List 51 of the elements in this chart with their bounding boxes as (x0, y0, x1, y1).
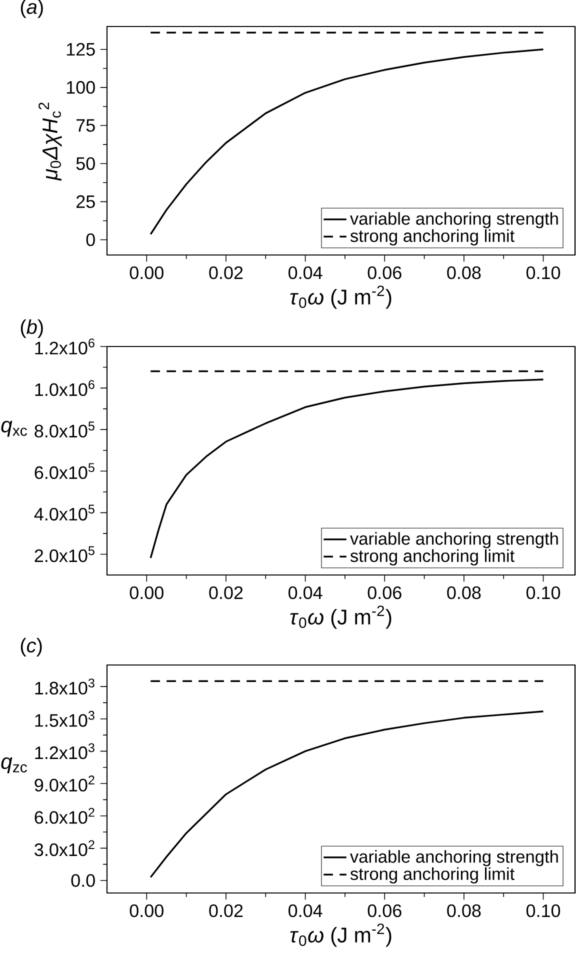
x-axis-title: τ$_{0}$ω (J m$^{-2}$) (290, 286, 392, 309)
y-tick-label: 9.0x10$^{2}$ (34, 776, 94, 792)
y-tick-label: 1.0x10$^{6}$ (35, 380, 94, 396)
y-tick-label: 1.8x10$^{3}$ (35, 678, 94, 695)
y-tick-label: 0 (86, 233, 95, 246)
legend-label: variable anchoring strength (350, 212, 558, 228)
x-tick-label: 0.04 (288, 266, 322, 280)
x-tick-label: 0.08 (447, 904, 481, 918)
x-tick-label: 0.02 (209, 266, 243, 280)
y-tick-label: 100 (66, 81, 95, 94)
y-tick-label: 3.0x10$^{2}$ (34, 840, 94, 856)
y-tick-label: 6.0x10$^{5}$ (34, 463, 94, 480)
x-tick-label: 0.10 (526, 266, 560, 280)
y-tick-label: 4.0x10$^{5}$ (34, 504, 94, 521)
x-axis-title: τ$_{0}$ω (J m$^{-2}$) (290, 606, 392, 629)
x-tick-label: 0.08 (447, 266, 481, 280)
y-tick-label: 125 (66, 42, 95, 56)
legend-label: variable anchoring strength (350, 532, 558, 548)
y-tick-label: 8.0x10$^{5}$ (34, 422, 94, 438)
x-tick-label: 0.06 (368, 904, 402, 918)
x-tick-label: 0.10 (526, 904, 560, 918)
x-tick-label: 0.00 (130, 266, 164, 280)
y-axis-title: μ$_{0}$ΔχH$_{c}$2 (38, 102, 62, 181)
y-axis-title: q$_{xc}$ (1, 420, 27, 437)
x-tick-label: 0.02 (209, 586, 243, 600)
chart-title: (c) (20, 638, 42, 656)
x-tick-label: 0.08 (447, 586, 481, 600)
y-axis-title: q$_{zc}$ (1, 757, 27, 774)
y-tick-label: 6.0x10$^{2}$ (34, 808, 94, 824)
x-tick-label: 0.00 (130, 904, 164, 918)
y-tick-label: 1.2x10$^{3}$ (35, 743, 94, 760)
y-tick-label: 50 (76, 157, 95, 170)
x-tick-label: 0.04 (288, 904, 322, 918)
x-tick-label: 0.10 (526, 586, 560, 600)
y-tick-label: 0.0 (71, 874, 95, 887)
legend-label: strong anchoring limit (350, 549, 515, 566)
legend-label: strong anchoring limit (350, 867, 515, 884)
x-tick-label: 0.04 (288, 586, 322, 600)
x-tick-label: 0.02 (209, 904, 243, 918)
y-tick-label: 75 (76, 119, 95, 132)
y-tick-label: 2.0x10$^{5}$ (34, 546, 94, 562)
legend-label: variable anchoring strength (350, 850, 558, 866)
chart-title: (b) (20, 319, 43, 338)
y-tick-label: 1.2x10$^{6}$ (35, 338, 94, 354)
x-tick-label: 0.06 (368, 266, 402, 280)
x-tick-label: 0.06 (368, 586, 402, 600)
y-tick-label: 1.5x10$^{3}$ (35, 710, 94, 727)
x-axis-title: τ$_{0}$ω (J m$^{-2}$) (290, 924, 392, 947)
legend-label: strong anchoring limit (350, 229, 515, 246)
x-tick-label: 0.00 (130, 586, 164, 600)
y-tick-label: 25 (76, 195, 95, 208)
